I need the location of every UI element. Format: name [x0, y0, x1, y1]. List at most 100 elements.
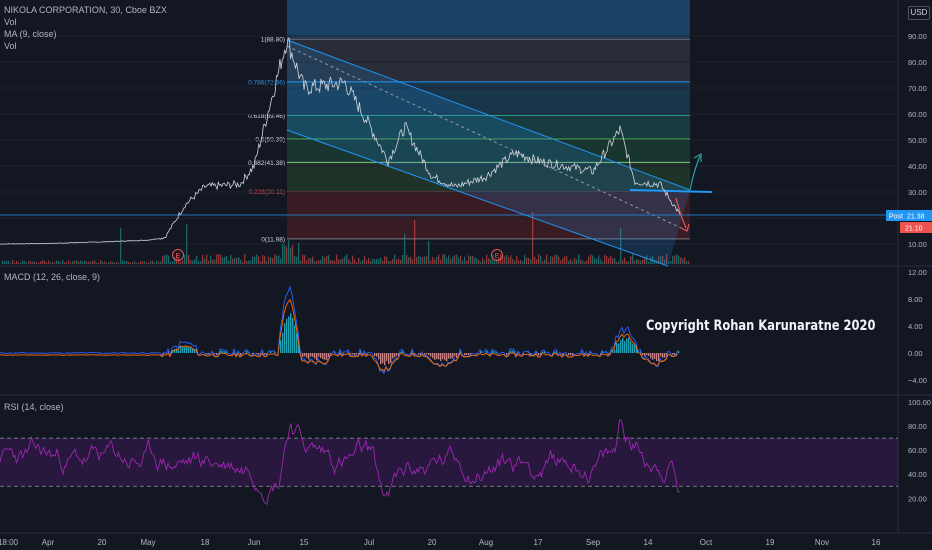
- time-axis[interactable]: 18:00 Apr 20 May 18 Jun 15 Jul 20 Aug 17 Sep 14 Oct 19…: [0, 538, 881, 547]
- volume-bar: [252, 256, 254, 264]
- volume-bar: [140, 261, 142, 264]
- volume-bar: [186, 224, 188, 264]
- volume-bar: [360, 261, 362, 264]
- volume-bar: [326, 255, 328, 264]
- time-tick-label: 20: [428, 538, 437, 547]
- volume-bar: [262, 254, 264, 264]
- rsi-tick-label: 60.00: [908, 446, 927, 455]
- volume-bar: [336, 254, 338, 264]
- macd-tick-label: 12.00: [908, 268, 927, 277]
- volume-bar: [374, 259, 376, 264]
- volume-bar: [382, 260, 384, 264]
- volume-bar: [458, 257, 460, 264]
- volume-bar: [358, 257, 360, 264]
- macd-histogram-bar: [292, 317, 294, 353]
- volume-bar: [86, 261, 88, 264]
- macd-histogram-bar: [646, 353, 648, 356]
- macd-histogram-bar: [314, 353, 316, 359]
- macd-histogram-bar: [326, 353, 328, 360]
- macd-tick-label: 0.00: [908, 349, 923, 358]
- symbol-title[interactable]: NIKOLA CORPORATION, 30, Cboe BZX: [4, 5, 167, 15]
- macd-histogram-bar: [352, 353, 354, 355]
- volume-bar: [492, 255, 494, 264]
- volume-bar: [318, 260, 320, 264]
- fib-zone: [287, 138, 690, 163]
- macd-histogram-bar: [486, 350, 488, 353]
- macd-histogram-bar: [350, 353, 352, 355]
- volume-bar: [50, 262, 52, 264]
- price-tag-value: 21.38: [907, 214, 925, 221]
- volume-bar: [602, 261, 604, 264]
- volume-bar: [628, 261, 630, 264]
- down-arrow: [675, 197, 687, 229]
- volume-bar: [6, 260, 8, 264]
- volume-bar: [516, 255, 518, 264]
- volume-bar: [312, 256, 314, 264]
- macd-histogram-bar: [442, 353, 444, 359]
- forecast-arrows[interactable]: [675, 152, 702, 232]
- price-tag-value-2: 21.10: [905, 226, 923, 233]
- volume-bar: [550, 256, 552, 264]
- rsi-tick-label: 20.00: [908, 494, 927, 503]
- macd-histogram-bar: [570, 353, 572, 356]
- volume-bar: [578, 254, 580, 264]
- macd-histogram-bar: [512, 350, 514, 353]
- macd-histogram-bar: [390, 353, 392, 364]
- volume-bar: [22, 260, 24, 264]
- volume-bar: [142, 261, 144, 264]
- volume-bar: [168, 255, 170, 264]
- time-tick-label: 17: [534, 538, 543, 547]
- volume-bar: [592, 255, 594, 264]
- volume-bar: [580, 259, 582, 264]
- volume-bar: [642, 259, 644, 264]
- volume-bar: [388, 261, 390, 264]
- volume-bar: [288, 240, 290, 264]
- volume-bar: [90, 261, 92, 264]
- volume-bar: [686, 261, 688, 264]
- volume-bar: [20, 262, 22, 264]
- volume-bar: [476, 258, 478, 264]
- macd-axis[interactable]: 12.00 8.00 4.00 0.00 −4.00: [908, 268, 927, 385]
- macd-histogram-bar: [184, 346, 186, 353]
- rsi-axis[interactable]: 100.00 80.00 60.00 40.00 20.00: [908, 398, 931, 503]
- macd-histogram-bar: [672, 353, 674, 355]
- volume-bar: [322, 256, 324, 264]
- macd-histogram-bar: [356, 353, 358, 355]
- macd-histogram-bar: [572, 353, 574, 356]
- volume-bar: [574, 257, 576, 264]
- time-tick-label: 18: [201, 538, 210, 547]
- macd-histogram-bar: [296, 332, 298, 353]
- volume-bar: [608, 257, 610, 264]
- volume-bar: [222, 257, 224, 264]
- time-tick-label: May: [140, 538, 155, 547]
- volume-bar: [660, 256, 662, 264]
- volume-bar: [400, 259, 402, 264]
- macd-histogram-bar: [310, 353, 312, 357]
- volume-bar: [672, 255, 674, 264]
- volume-bar: [244, 254, 246, 264]
- volume-bar: [190, 260, 192, 264]
- macd-histogram-bar: [294, 325, 296, 353]
- currency-button[interactable]: USD: [908, 6, 930, 20]
- volume-bar: [202, 254, 204, 264]
- volume-bar: [180, 261, 182, 264]
- volume-bar: [334, 260, 336, 264]
- copyright-text: Copyright Rohan Karunaratne 2020: [646, 318, 876, 334]
- volume-bar: [666, 254, 668, 264]
- volume-bar: [586, 260, 588, 264]
- macd-histogram-bar: [660, 353, 662, 357]
- volume-bar: [264, 255, 266, 264]
- volume-bar: [162, 255, 164, 264]
- volume-bar: [298, 243, 300, 264]
- volume-bar: [60, 262, 62, 264]
- volume-bar: [478, 260, 480, 264]
- volume-bar: [356, 261, 358, 264]
- descending-channel[interactable]: [0, 39, 898, 267]
- volume-bar: [636, 258, 638, 264]
- price-tick-label: 40.00: [908, 162, 927, 171]
- macd-histogram-bar: [652, 353, 654, 360]
- volume-bar: [376, 258, 378, 264]
- volume-bar: [674, 255, 676, 264]
